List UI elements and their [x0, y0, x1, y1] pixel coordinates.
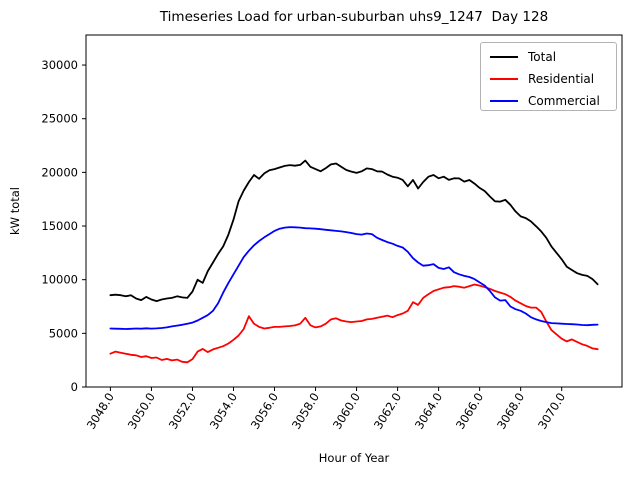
x-tick-label: 3068.0 — [494, 390, 527, 432]
x-axis-label: Hour of Year — [318, 451, 390, 465]
series-line-total — [109, 159, 599, 303]
series-line-residential — [109, 283, 599, 364]
legend-line-total-icon — [490, 56, 518, 58]
x-tick-label: 3056.0 — [248, 390, 281, 432]
legend-item-total: Total — [490, 46, 616, 68]
x-tick-label: 3070.0 — [535, 390, 568, 432]
x-tick-label: 3064.0 — [412, 390, 445, 432]
x-tick-label: 3054.0 — [207, 390, 240, 432]
y-tick-label: 10000 — [41, 273, 78, 287]
y-axis-label: kW total — [8, 187, 22, 235]
legend-item-residential: Residential — [490, 68, 616, 90]
y-tick-label: 15000 — [41, 219, 78, 233]
plot-border — [85, 34, 623, 388]
y-tick-label: 20000 — [41, 165, 78, 179]
x-tick-label: 3052.0 — [166, 390, 199, 432]
y-tick-label: 5000 — [49, 326, 78, 340]
x-tick-label: 3062.0 — [371, 390, 404, 432]
legend-line-residential-icon — [490, 78, 518, 80]
y-tick-label: 25000 — [41, 112, 78, 126]
x-tick-label: 3058.0 — [289, 390, 322, 432]
legend: Total Residential Commercial — [480, 42, 617, 111]
x-tick-label: 3060.0 — [330, 390, 363, 432]
chart-title: Timeseries Load for urban-suburban uhs9_… — [159, 9, 549, 25]
x-tick-label: 3066.0 — [453, 390, 486, 432]
legend-line-commercial-icon — [490, 100, 518, 102]
y-tick-label: 30000 — [41, 58, 78, 72]
series-line-commercial — [109, 226, 599, 330]
x-tick-label: 3048.0 — [84, 390, 117, 432]
legend-item-commercial: Commercial — [490, 90, 616, 112]
x-tick-label: 3050.0 — [125, 390, 158, 432]
legend-label-total: Total — [528, 50, 557, 64]
legend-label-commercial: Commercial — [528, 94, 600, 108]
legend-label-residential: Residential — [528, 72, 595, 86]
y-tick-label: 0 — [71, 380, 78, 394]
